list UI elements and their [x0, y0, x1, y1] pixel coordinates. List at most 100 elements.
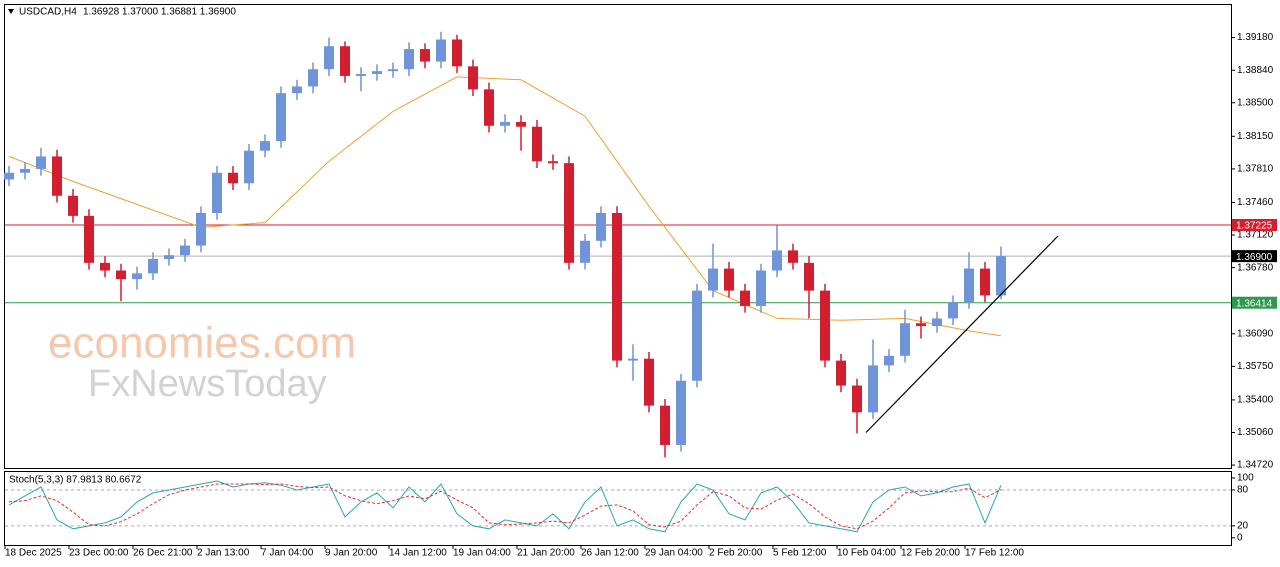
candle-body: [964, 268, 974, 303]
candle-body: [420, 49, 430, 62]
y-tick-label: 1.37120: [1237, 230, 1274, 241]
moving-average: [8, 76, 1002, 337]
candle-body: [852, 385, 862, 413]
x-tick-label: 9 Jan 20:00: [325, 548, 378, 559]
candle-body: [436, 39, 446, 62]
y-tick-label: 1.39180: [1237, 32, 1274, 43]
price-tag-label: 1.36900: [1236, 252, 1273, 263]
candle-body: [596, 212, 606, 241]
candle-body: [132, 273, 142, 280]
candle-body: [116, 270, 126, 280]
candle-body: [932, 318, 942, 327]
watermark: economies.com: [48, 319, 356, 368]
price-tag: [1232, 296, 1277, 309]
y-tick-label: 1.38150: [1237, 131, 1274, 142]
candle-body: [484, 89, 494, 126]
x-tick-label: 29 Jan 04:00: [645, 548, 703, 559]
candle-body: [276, 93, 286, 142]
candle-body: [452, 39, 462, 67]
symbol: USDCAD,H4: [19, 7, 77, 18]
x-tick-label: 23 Dec 00:00: [69, 548, 129, 559]
candle-body: [516, 121, 526, 127]
ohlc: 1.36928 1.37000 1.36881 1.36900: [83, 7, 236, 18]
candle-body: [708, 268, 718, 291]
candle-body: [788, 250, 798, 263]
candle-body: [404, 49, 414, 70]
candle-body: [676, 380, 686, 445]
candle-body: [180, 245, 190, 256]
y-tick-label: 1.35060: [1237, 427, 1274, 438]
y-tick-label: 0: [1237, 532, 1243, 543]
candle-body: [916, 323, 926, 327]
candle-body: [228, 172, 238, 184]
y-tick-label: 1.38500: [1237, 97, 1274, 108]
candle-body: [260, 141, 270, 151]
x-tick-label: 10 Feb 04:00: [837, 548, 896, 559]
candle-body: [612, 212, 622, 361]
y-tick-label: 20: [1237, 520, 1249, 531]
candle-body: [868, 365, 878, 413]
candle-body: [244, 150, 254, 184]
menu-arrow[interactable]: [8, 9, 14, 14]
candle-body: [772, 250, 782, 271]
x-tick-label: 2 Feb 20:00: [709, 548, 763, 559]
x-tick-label: 18 Dec 2025: [5, 548, 62, 559]
candle-body: [68, 195, 78, 216]
y-tick-label: 1.36090: [1237, 328, 1274, 339]
x-tick-label: 12 Feb 20:00: [901, 548, 960, 559]
candle-body: [148, 259, 158, 274]
candle-body: [324, 46, 334, 70]
candle-body: [36, 156, 46, 169]
x-tick-label: 5 Feb 12:00: [773, 548, 827, 559]
candle-body: [292, 86, 302, 94]
candle-body: [884, 355, 894, 366]
main-frame: [4, 4, 1232, 469]
y-tick-label: 1.34720: [1237, 460, 1274, 471]
candle-body: [804, 262, 814, 291]
candle-body: [388, 69, 398, 72]
candle-body: [580, 240, 590, 263]
candle-body: [52, 156, 62, 196]
y-tick-label: 1.35400: [1237, 395, 1274, 406]
y-tick-label: 100: [1237, 473, 1254, 484]
x-tick-label: 19 Jan 04:00: [453, 548, 511, 559]
candle-body: [900, 323, 910, 356]
x-tick-label: 26 Jan 12:00: [581, 548, 639, 559]
candle-body: [532, 126, 542, 162]
y-tick-label: 1.37460: [1237, 197, 1274, 208]
candle-body: [692, 290, 702, 381]
candle-body: [564, 163, 574, 263]
stoch-line: [8, 483, 1002, 530]
candle-body: [820, 290, 830, 361]
candle-body: [500, 121, 510, 126]
x-tick-label: 17 Feb 12:00: [965, 548, 1024, 559]
candle-body: [356, 74, 366, 76]
price-tag: [1232, 250, 1277, 263]
candle-body: [548, 161, 558, 164]
price-tag-label: 1.37225: [1236, 221, 1273, 232]
candle-body: [196, 212, 206, 246]
candle-body: [724, 268, 734, 291]
x-tick-label: 7 Jan 04:00: [261, 548, 314, 559]
candle-body: [4, 172, 14, 180]
stoch-frame: [4, 471, 1232, 546]
candle-body: [628, 358, 638, 361]
candle-body: [996, 256, 1006, 296]
price-tag: [1232, 218, 1277, 231]
stoch-title: Stoch(5,3,3) 87.9813 80.6672: [9, 475, 142, 486]
candle-body: [372, 71, 382, 75]
candle-body: [468, 66, 478, 90]
y-tick-label: 1.35750: [1237, 361, 1274, 372]
candle-body: [980, 268, 990, 296]
candle-body: [644, 358, 654, 406]
candle-body: [164, 255, 174, 260]
candle-body: [756, 270, 766, 306]
watermark: FxNewsToday: [88, 363, 327, 405]
price-tag-label: 1.36414: [1236, 298, 1273, 309]
candle-body: [948, 302, 958, 319]
candle-body: [836, 360, 846, 386]
x-tick-label: 14 Jan 12:00: [389, 548, 447, 559]
